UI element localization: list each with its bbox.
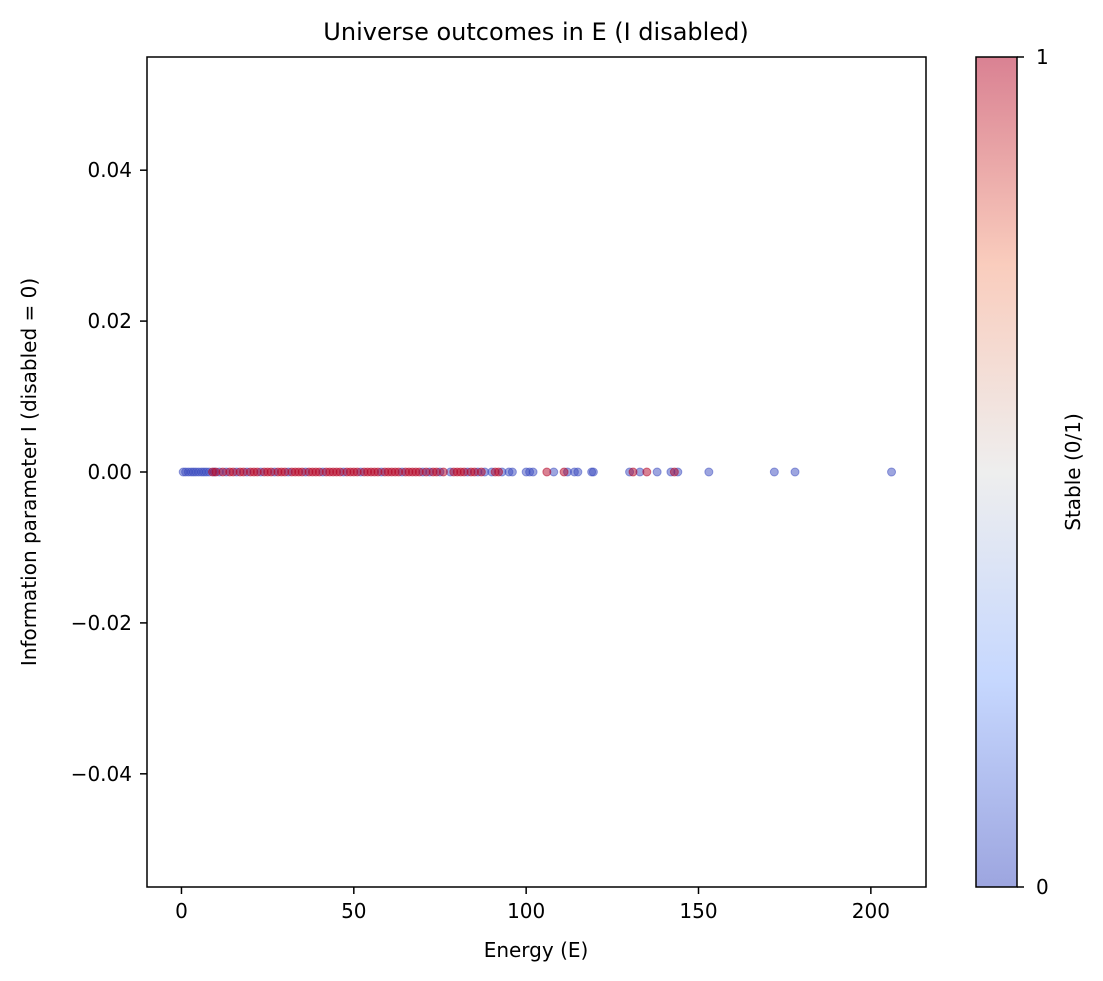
data-point-unstable	[887, 467, 897, 477]
data-point-stable	[476, 467, 486, 477]
x-tick-label: 150	[679, 899, 717, 923]
colorbar: 1 0 Stable (0/1)	[975, 45, 1085, 899]
data-point-stable	[542, 467, 552, 477]
x-tick-label: 200	[852, 899, 890, 923]
data-point-unstable	[652, 467, 662, 477]
data-point-unstable	[573, 467, 583, 477]
x-tick-label: 100	[507, 899, 545, 923]
colorbar-tick-label-0: 0	[1036, 875, 1049, 899]
data-point-stable	[494, 467, 504, 477]
data-point-unstable	[588, 467, 598, 477]
y-tick-label: −0.04	[71, 762, 132, 786]
y-axis: −0.04 −0.02 0.00 0.02 0.04	[71, 158, 147, 786]
colorbar-label: Stable (0/1)	[1061, 413, 1085, 531]
y-axis-label: Information parameter I (disabled = 0)	[17, 278, 41, 666]
data-point-stable	[642, 467, 652, 477]
data-point-stable	[669, 467, 679, 477]
x-axis-label: Energy (E)	[484, 938, 589, 962]
x-axis: 0 50 100 150 200	[175, 887, 890, 923]
chart-title: Universe outcomes in E (I disabled)	[323, 18, 748, 46]
data-point-unstable	[769, 467, 779, 477]
data-point-unstable	[528, 467, 538, 477]
colorbar-gradient	[976, 57, 1017, 887]
data-point-stable	[438, 467, 448, 477]
colorbar-tick-label-1: 1	[1036, 45, 1049, 69]
data-point-stable	[559, 467, 569, 477]
data-point-unstable	[790, 467, 800, 477]
y-tick-label: 0.00	[87, 460, 132, 484]
data-point-unstable	[507, 467, 517, 477]
data-point-unstable	[704, 467, 714, 477]
y-tick-label: −0.02	[71, 611, 132, 635]
y-tick-label: 0.04	[87, 158, 132, 182]
x-tick-label: 0	[175, 899, 188, 923]
y-tick-label: 0.02	[87, 309, 132, 333]
colorbar-frame	[975, 56, 1018, 888]
data-point-stable	[628, 467, 638, 477]
points-layer	[178, 467, 897, 477]
x-tick-label: 50	[341, 899, 366, 923]
